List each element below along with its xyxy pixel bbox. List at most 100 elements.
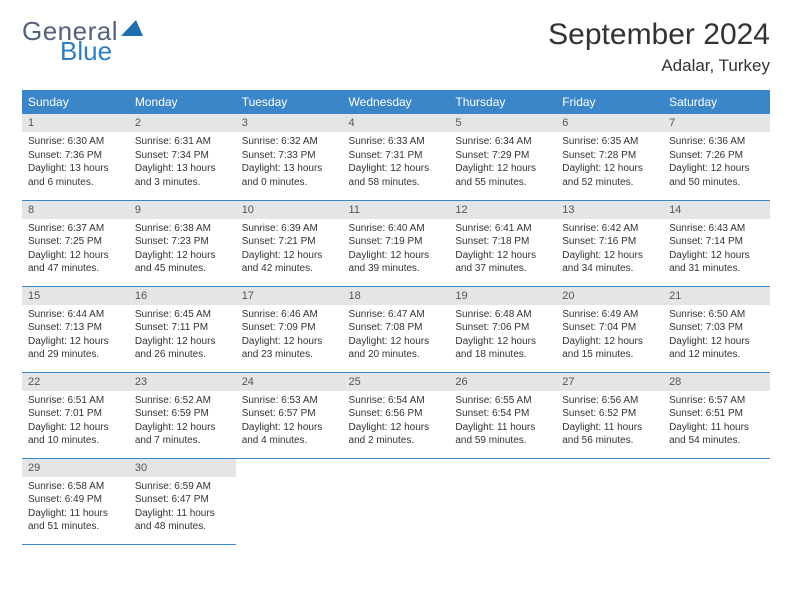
day-number: 20 [556,287,663,305]
day-details: Sunrise: 6:43 AMSunset: 7:14 PMDaylight:… [663,219,770,282]
day-details: Sunrise: 6:48 AMSunset: 7:06 PMDaylight:… [449,305,556,368]
calendar-cell [343,458,450,544]
day-details: Sunrise: 6:36 AMSunset: 7:26 PMDaylight:… [663,132,770,195]
day-number: 21 [663,287,770,305]
day-details: Sunrise: 6:55 AMSunset: 6:54 PMDaylight:… [449,391,556,454]
day-details: Sunrise: 6:39 AMSunset: 7:21 PMDaylight:… [236,219,343,282]
day-number: 17 [236,287,343,305]
day-details: Sunrise: 6:32 AMSunset: 7:33 PMDaylight:… [236,132,343,195]
day-number: 16 [129,287,236,305]
day-header: Thursday [449,90,556,114]
calendar-week-row: 8Sunrise: 6:37 AMSunset: 7:25 PMDaylight… [22,200,770,286]
calendar-cell: 10Sunrise: 6:39 AMSunset: 7:21 PMDayligh… [236,200,343,286]
calendar-cell: 27Sunrise: 6:56 AMSunset: 6:52 PMDayligh… [556,372,663,458]
calendar-week-row: 29Sunrise: 6:58 AMSunset: 6:49 PMDayligh… [22,458,770,544]
day-details: Sunrise: 6:47 AMSunset: 7:08 PMDaylight:… [343,305,450,368]
day-details: Sunrise: 6:41 AMSunset: 7:18 PMDaylight:… [449,219,556,282]
day-details: Sunrise: 6:53 AMSunset: 6:57 PMDaylight:… [236,391,343,454]
calendar-cell: 28Sunrise: 6:57 AMSunset: 6:51 PMDayligh… [663,372,770,458]
day-number: 23 [129,373,236,391]
day-number: 29 [22,459,129,477]
calendar-cell: 11Sunrise: 6:40 AMSunset: 7:19 PMDayligh… [343,200,450,286]
day-number: 4 [343,114,450,132]
day-number: 2 [129,114,236,132]
calendar-week-row: 15Sunrise: 6:44 AMSunset: 7:13 PMDayligh… [22,286,770,372]
calendar-cell: 29Sunrise: 6:58 AMSunset: 6:49 PMDayligh… [22,458,129,544]
calendar-cell: 12Sunrise: 6:41 AMSunset: 7:18 PMDayligh… [449,200,556,286]
calendar-cell: 19Sunrise: 6:48 AMSunset: 7:06 PMDayligh… [449,286,556,372]
day-details: Sunrise: 6:46 AMSunset: 7:09 PMDaylight:… [236,305,343,368]
day-details: Sunrise: 6:51 AMSunset: 7:01 PMDaylight:… [22,391,129,454]
day-number: 11 [343,201,450,219]
day-details: Sunrise: 6:33 AMSunset: 7:31 PMDaylight:… [343,132,450,195]
day-number: 12 [449,201,556,219]
calendar-cell: 22Sunrise: 6:51 AMSunset: 7:01 PMDayligh… [22,372,129,458]
day-details: Sunrise: 6:58 AMSunset: 6:49 PMDaylight:… [22,477,129,540]
day-header: Saturday [663,90,770,114]
day-number: 27 [556,373,663,391]
day-number: 18 [343,287,450,305]
calendar-cell: 30Sunrise: 6:59 AMSunset: 6:47 PMDayligh… [129,458,236,544]
day-details: Sunrise: 6:52 AMSunset: 6:59 PMDaylight:… [129,391,236,454]
calendar-table: Sunday Monday Tuesday Wednesday Thursday… [22,90,770,545]
calendar-cell: 23Sunrise: 6:52 AMSunset: 6:59 PMDayligh… [129,372,236,458]
day-details: Sunrise: 6:38 AMSunset: 7:23 PMDaylight:… [129,219,236,282]
calendar-body: 1Sunrise: 6:30 AMSunset: 7:36 PMDaylight… [22,114,770,544]
calendar-cell: 25Sunrise: 6:54 AMSunset: 6:56 PMDayligh… [343,372,450,458]
calendar-cell: 17Sunrise: 6:46 AMSunset: 7:09 PMDayligh… [236,286,343,372]
day-number: 8 [22,201,129,219]
day-number: 10 [236,201,343,219]
day-header: Sunday [22,90,129,114]
day-header: Wednesday [343,90,450,114]
day-details: Sunrise: 6:49 AMSunset: 7:04 PMDaylight:… [556,305,663,368]
calendar-cell: 3Sunrise: 6:32 AMSunset: 7:33 PMDaylight… [236,114,343,200]
day-number: 28 [663,373,770,391]
day-number: 1 [22,114,129,132]
calendar-cell: 13Sunrise: 6:42 AMSunset: 7:16 PMDayligh… [556,200,663,286]
day-header: Monday [129,90,236,114]
day-details: Sunrise: 6:35 AMSunset: 7:28 PMDaylight:… [556,132,663,195]
calendar-cell [663,458,770,544]
day-details: Sunrise: 6:44 AMSunset: 7:13 PMDaylight:… [22,305,129,368]
calendar-week-row: 22Sunrise: 6:51 AMSunset: 7:01 PMDayligh… [22,372,770,458]
day-details: Sunrise: 6:45 AMSunset: 7:11 PMDaylight:… [129,305,236,368]
month-title: September 2024 [548,18,770,52]
day-details: Sunrise: 6:56 AMSunset: 6:52 PMDaylight:… [556,391,663,454]
day-number: 30 [129,459,236,477]
calendar-cell: 15Sunrise: 6:44 AMSunset: 7:13 PMDayligh… [22,286,129,372]
header: General Blue September 2024 Adalar, Turk… [22,18,770,76]
day-number: 15 [22,287,129,305]
calendar-week-row: 1Sunrise: 6:30 AMSunset: 7:36 PMDaylight… [22,114,770,200]
logo-triangle-icon [121,20,143,40]
day-details: Sunrise: 6:57 AMSunset: 6:51 PMDaylight:… [663,391,770,454]
day-details: Sunrise: 6:37 AMSunset: 7:25 PMDaylight:… [22,219,129,282]
day-header: Tuesday [236,90,343,114]
day-details: Sunrise: 6:30 AMSunset: 7:36 PMDaylight:… [22,132,129,195]
calendar-cell: 2Sunrise: 6:31 AMSunset: 7:34 PMDaylight… [129,114,236,200]
day-details: Sunrise: 6:31 AMSunset: 7:34 PMDaylight:… [129,132,236,195]
day-header: Friday [556,90,663,114]
calendar-cell: 6Sunrise: 6:35 AMSunset: 7:28 PMDaylight… [556,114,663,200]
title-block: September 2024 Adalar, Turkey [548,18,770,76]
day-number: 24 [236,373,343,391]
calendar-cell: 26Sunrise: 6:55 AMSunset: 6:54 PMDayligh… [449,372,556,458]
calendar-cell: 8Sunrise: 6:37 AMSunset: 7:25 PMDaylight… [22,200,129,286]
calendar-cell: 9Sunrise: 6:38 AMSunset: 7:23 PMDaylight… [129,200,236,286]
day-number: 19 [449,287,556,305]
calendar-cell: 14Sunrise: 6:43 AMSunset: 7:14 PMDayligh… [663,200,770,286]
day-details: Sunrise: 6:59 AMSunset: 6:47 PMDaylight:… [129,477,236,540]
day-details: Sunrise: 6:50 AMSunset: 7:03 PMDaylight:… [663,305,770,368]
calendar-cell: 5Sunrise: 6:34 AMSunset: 7:29 PMDaylight… [449,114,556,200]
day-number: 5 [449,114,556,132]
location: Adalar, Turkey [548,56,770,76]
calendar-cell: 1Sunrise: 6:30 AMSunset: 7:36 PMDaylight… [22,114,129,200]
day-number: 7 [663,114,770,132]
day-number: 22 [22,373,129,391]
day-number: 9 [129,201,236,219]
calendar-cell: 24Sunrise: 6:53 AMSunset: 6:57 PMDayligh… [236,372,343,458]
day-details: Sunrise: 6:42 AMSunset: 7:16 PMDaylight:… [556,219,663,282]
calendar-cell: 18Sunrise: 6:47 AMSunset: 7:08 PMDayligh… [343,286,450,372]
calendar-cell: 7Sunrise: 6:36 AMSunset: 7:26 PMDaylight… [663,114,770,200]
logo: General Blue [22,18,143,64]
day-number: 14 [663,201,770,219]
